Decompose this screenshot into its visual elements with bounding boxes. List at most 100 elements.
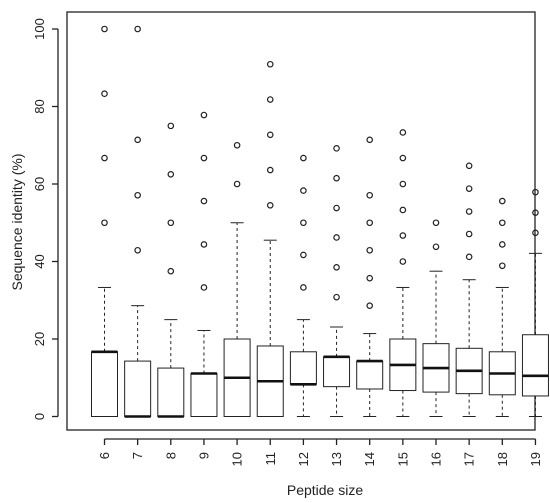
outlier-point <box>233 141 241 149</box>
outlier-point <box>465 230 473 238</box>
outlier-point <box>200 111 208 119</box>
outlier-point <box>167 122 175 130</box>
outlier-point <box>167 219 175 227</box>
box-group <box>124 25 152 418</box>
outlier-point <box>366 302 374 309</box>
outlier-point <box>167 171 175 178</box>
x-tick-label: 15 <box>395 452 410 466</box>
outlier-point <box>266 202 274 209</box>
x-tick-label: 9 <box>196 452 211 459</box>
x-tick-label: 14 <box>362 452 377 466</box>
box-group <box>356 136 384 417</box>
outlier-point <box>300 187 307 194</box>
outlier-point <box>432 219 440 227</box>
x-tick-label: 7 <box>130 452 145 459</box>
outlier-point <box>465 253 473 261</box>
outlier-point <box>300 154 307 162</box>
box-group <box>256 60 284 418</box>
outlier-point <box>399 206 407 214</box>
outlier-point <box>333 174 340 182</box>
outlier-point <box>498 197 506 205</box>
x-tick-label: 19 <box>528 452 543 466</box>
outlier-point <box>101 219 108 227</box>
outlier-point <box>167 267 175 275</box>
outlier-point <box>101 90 108 98</box>
box-iqr <box>124 360 152 417</box>
box-iqr <box>91 351 118 418</box>
outlier-point <box>366 274 374 282</box>
outlier-point <box>200 154 208 162</box>
box-group <box>289 154 317 417</box>
box-iqr <box>356 360 384 390</box>
outlier-point <box>134 246 141 254</box>
outlier-point <box>366 219 374 227</box>
y-tick-label: 0 <box>32 413 47 420</box>
outlier-point <box>333 145 340 152</box>
box-iqr <box>190 372 218 417</box>
outlier-point <box>532 188 539 196</box>
outlier-point <box>134 25 141 33</box>
box-group <box>91 25 118 418</box>
y-tick-label: 80 <box>32 99 47 113</box>
outlier-point <box>266 60 274 68</box>
outlier-point <box>498 262 506 270</box>
outlier-point <box>532 209 539 216</box>
outlier-point <box>366 191 374 199</box>
box-group <box>323 145 351 417</box>
box-group <box>190 111 218 417</box>
box-group <box>488 197 516 417</box>
box-iqr <box>289 351 317 385</box>
x-axis: 6 7 8 9 10 11 12 13 14 15 16 17 18 19 <box>97 438 543 466</box>
x-tick-label: 17 <box>462 452 477 466</box>
box-group <box>223 141 251 417</box>
outlier-point <box>465 208 473 215</box>
outlier-point <box>233 180 241 188</box>
x-tick-label: 13 <box>329 452 344 466</box>
outlier-point <box>300 251 307 259</box>
outlier-point <box>366 136 374 144</box>
outlier-point <box>300 219 307 227</box>
outlier-point <box>399 180 407 188</box>
box-group <box>157 122 185 418</box>
outlier-point <box>266 96 274 103</box>
box-iqr <box>521 334 549 397</box>
y-tick-label: 40 <box>32 254 47 268</box>
box-group <box>389 129 417 417</box>
outlier-point <box>101 154 108 162</box>
outlier-point <box>498 241 506 248</box>
outlier-point <box>266 131 274 139</box>
outlier-point <box>399 154 407 162</box>
outlier-point <box>366 246 374 254</box>
outlier-point <box>300 284 307 291</box>
outlier-point <box>399 129 407 136</box>
outlier-point <box>134 136 141 144</box>
box-series <box>91 25 549 418</box>
outlier-point <box>465 185 473 192</box>
box-group <box>521 188 549 417</box>
outlier-point <box>333 264 340 271</box>
box-iqr <box>323 356 351 388</box>
outlier-point <box>532 229 539 237</box>
box-iqr <box>157 367 185 417</box>
outlier-point <box>333 234 340 241</box>
x-tick-label: 18 <box>495 452 510 466</box>
x-tick-label: 16 <box>429 452 444 466</box>
outlier-point <box>465 162 473 170</box>
outlier-point <box>399 258 407 265</box>
outlier-point <box>432 243 440 251</box>
outlier-point <box>134 191 141 199</box>
y-axis-title: Sequence identity (%) <box>9 154 25 291</box>
plot-frame <box>66 11 536 431</box>
x-tick-label: 8 <box>163 452 178 459</box>
outlier-point <box>333 204 340 212</box>
y-tick-label: 20 <box>32 332 47 346</box>
outlier-point <box>399 232 407 239</box>
box-group <box>455 162 483 417</box>
y-axis: 0 20 40 60 80 100 <box>32 18 59 420</box>
y-tick-label: 100 <box>32 18 47 40</box>
box-group <box>422 219 450 417</box>
outlier-point <box>200 241 208 248</box>
outlier-point <box>266 166 274 174</box>
outlier-point <box>101 25 108 33</box>
